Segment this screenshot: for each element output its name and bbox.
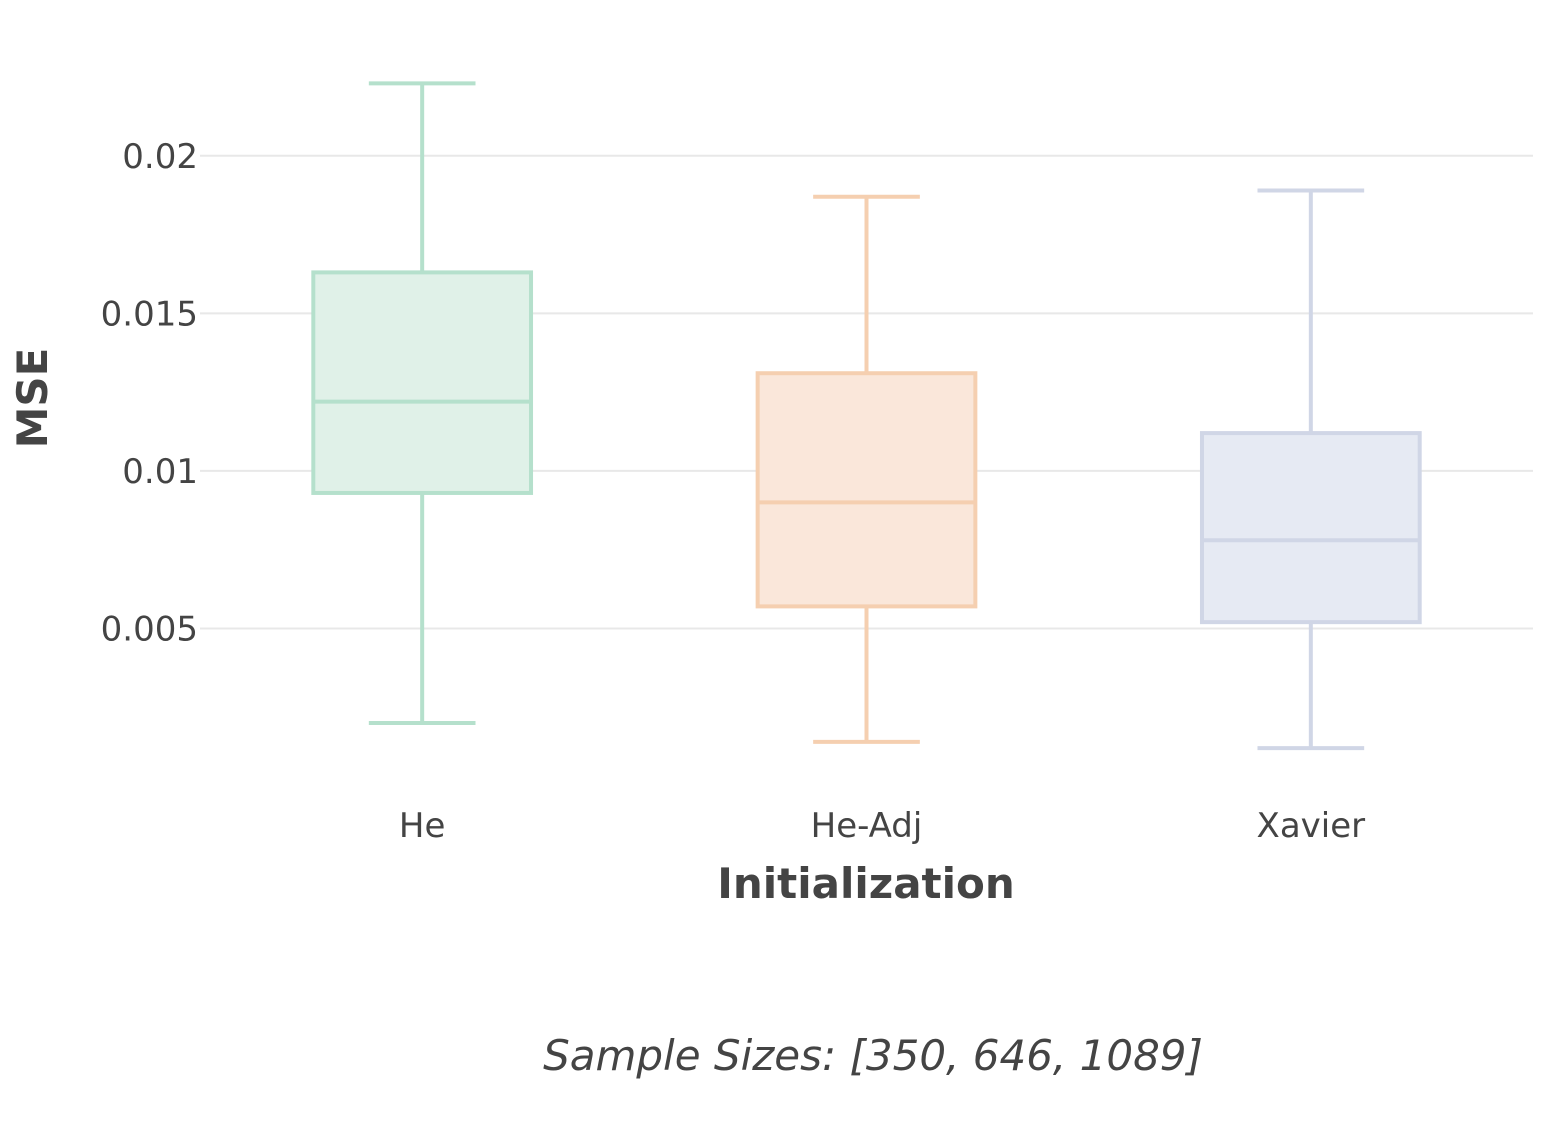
- y-tick-labels: 0.005 0.01 0.015 0.02: [101, 137, 198, 650]
- x-tick-label: Xavier: [1257, 806, 1366, 846]
- box-he-adj: [755, 194, 978, 744]
- y-tick-label: 0.005: [101, 609, 198, 649]
- boxes: [311, 81, 1422, 751]
- iqr-box: [755, 371, 978, 609]
- x-tick-label: He: [399, 806, 445, 846]
- y-tick-label: 0.02: [122, 137, 198, 177]
- iqr-box: [1199, 431, 1422, 625]
- box-he: [311, 81, 534, 725]
- x-tick-labels: He He-Adj Xavier: [399, 806, 1365, 846]
- box-xavier: [1199, 188, 1422, 751]
- iqr-box: [311, 270, 534, 495]
- x-axis-title: Initialization: [717, 859, 1015, 908]
- x-tick-label: He-Adj: [811, 806, 923, 846]
- y-tick-label: 0.015: [101, 294, 198, 334]
- y-tick-label: 0.01: [122, 452, 198, 492]
- y-axis-title: MSE: [8, 348, 57, 449]
- sample-sizes-annotation: Sample Sizes: [350, 646, 1089]: [543, 1031, 1203, 1080]
